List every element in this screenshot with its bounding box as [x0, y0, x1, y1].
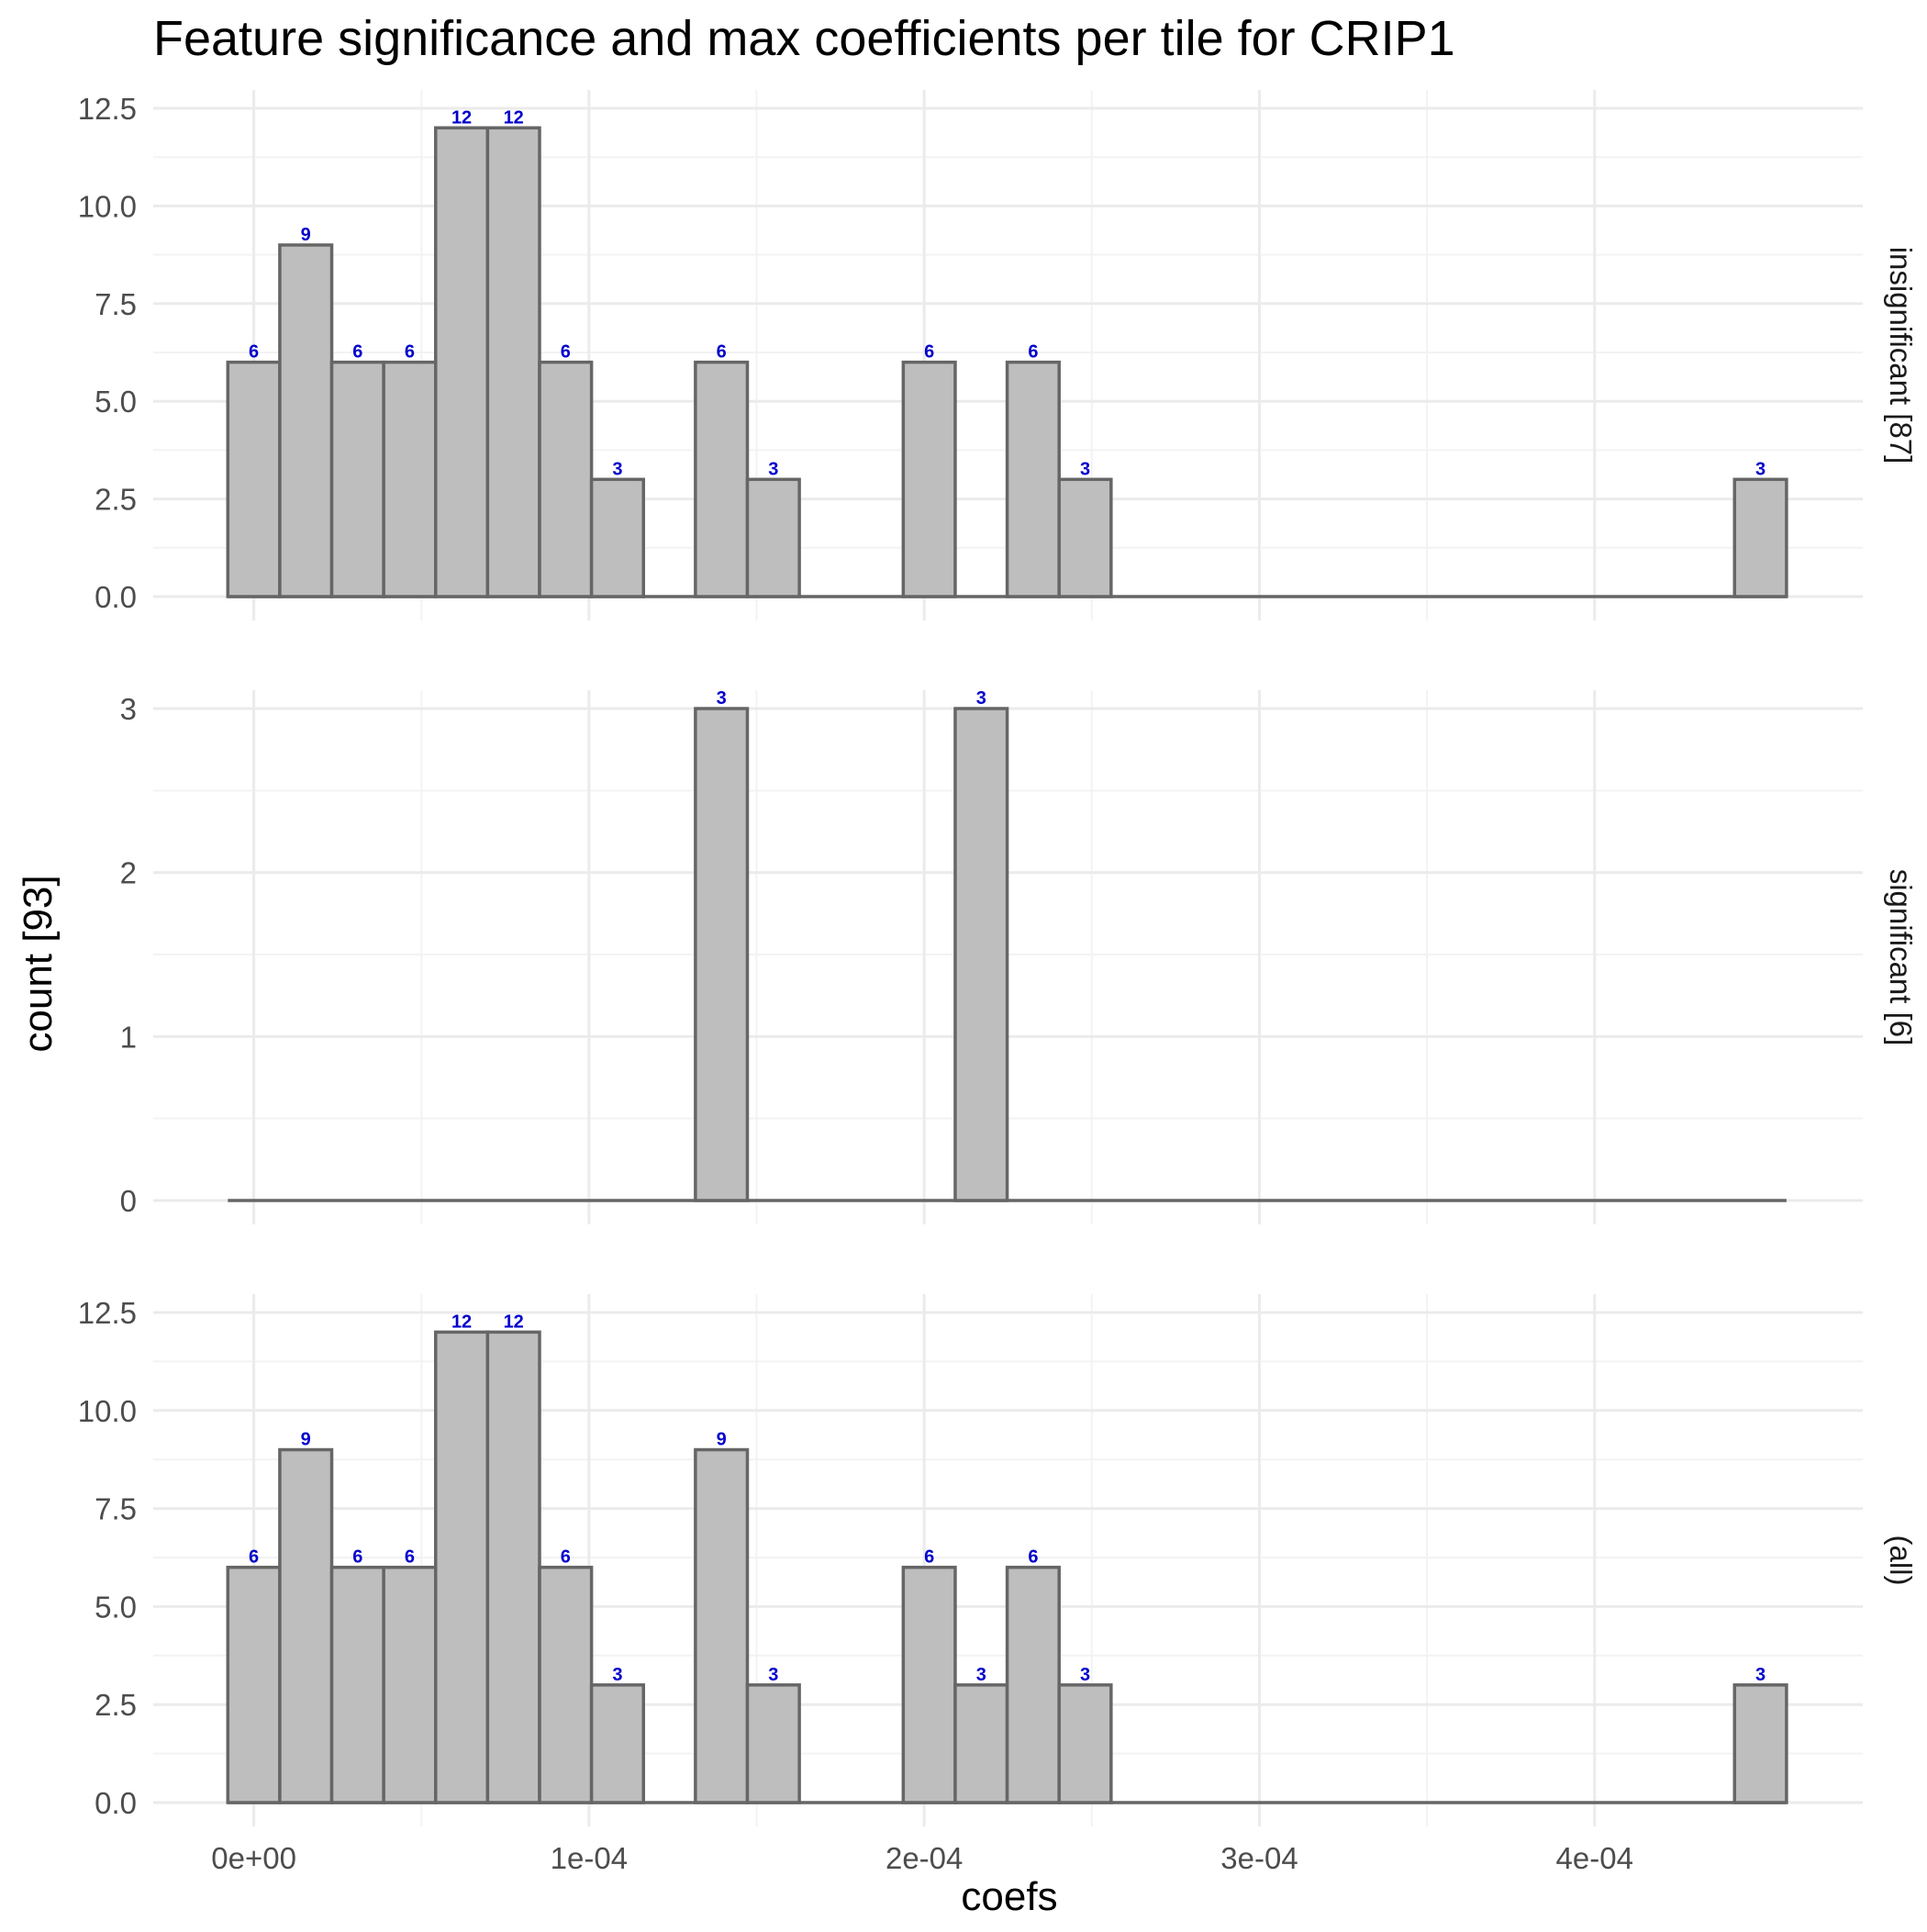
histogram-bar — [485, 126, 541, 598]
histogram-bar — [694, 1447, 750, 1804]
bar-count-label: 3 — [1755, 1665, 1765, 1685]
bar-count-label: 9 — [301, 1430, 311, 1450]
histogram-bar — [694, 707, 750, 1202]
histogram-bar — [953, 707, 1009, 1202]
bar-count-label: 12 — [451, 107, 472, 128]
bar-count-label: 3 — [976, 688, 986, 709]
y-tick-label: 3 — [120, 692, 137, 726]
histogram-bar — [1005, 1565, 1061, 1804]
histogram-bar — [1732, 477, 1788, 598]
x-axis-title: coefs — [961, 1874, 1057, 1919]
y-tick-label: 10.0 — [78, 1394, 137, 1428]
histogram-bar — [538, 1565, 594, 1804]
y-tick-label: 7.5 — [95, 1492, 137, 1526]
chart-title: Feature significance and max coefficient… — [153, 11, 1455, 66]
histogram-bar — [329, 360, 385, 598]
bar-count-label: 3 — [612, 459, 622, 479]
bar-count-label: 6 — [1028, 1547, 1038, 1568]
bar-count-label: 3 — [717, 688, 727, 709]
histogram-bar — [901, 1565, 957, 1804]
facet-strip-label: significant [6] — [1884, 869, 1918, 1046]
bar-count-label: 3 — [1755, 459, 1765, 479]
x-tick-label: 0e+00 — [211, 1841, 296, 1875]
histogram-bar — [434, 126, 490, 598]
histogram-bar — [694, 360, 750, 598]
histogram-bar — [589, 1683, 645, 1804]
histogram-bar — [382, 360, 438, 598]
histogram-bar — [434, 1330, 490, 1804]
y-tick-label: 2.5 — [95, 1688, 137, 1722]
bar-count-label: 9 — [717, 1430, 727, 1450]
x-tick-label: 3e-04 — [1220, 1841, 1298, 1875]
y-tick-label: 1 — [120, 1020, 137, 1054]
bar-count-label: 6 — [405, 1547, 415, 1568]
histogram-bar — [538, 360, 594, 598]
histogram-bar — [278, 1447, 334, 1804]
y-axis-title: count [93] — [16, 875, 61, 1052]
histogram-bar — [1732, 1683, 1788, 1804]
histogram-bar — [278, 243, 334, 598]
bar-count-label: 3 — [1080, 459, 1090, 479]
y-tick-label: 0 — [120, 1184, 137, 1218]
bar-count-label: 6 — [561, 1547, 571, 1568]
panel-3: 0.0 2.5 5.0 7.5 10.0 12.5 6 9 6 6 12 12 6 3 9 3 6 3 6 3 3 (al… — [78, 1294, 1918, 1875]
histogram-bar — [382, 1565, 438, 1804]
bar-count-label: 12 — [504, 107, 524, 128]
bar-count-label: 6 — [249, 1547, 259, 1568]
y-tick-label: 0.0 — [95, 1786, 137, 1820]
bar-count-label: 6 — [924, 1547, 934, 1568]
histogram-bar — [329, 1565, 385, 1804]
bar-count-label: 6 — [352, 342, 362, 363]
histogram-bar — [589, 477, 645, 598]
histogram-bar — [226, 1565, 282, 1804]
bar-count-label: 6 — [405, 342, 415, 363]
y-tick-label: 0.0 — [95, 580, 137, 614]
bar-count-label: 3 — [768, 1665, 778, 1685]
y-tick-label: 5.0 — [95, 385, 137, 419]
y-tick-label: 5.0 — [95, 1590, 137, 1624]
x-tick-label: 4e-04 — [1556, 1841, 1633, 1875]
y-tick-label: 12.5 — [78, 1296, 137, 1330]
bar-count-label: 6 — [1028, 342, 1038, 363]
x-tick-label: 1e-04 — [551, 1841, 628, 1875]
bar-count-label: 3 — [976, 1665, 986, 1685]
bar-count-label: 9 — [301, 225, 311, 245]
histogram-bar — [1057, 477, 1113, 598]
histogram-bar — [745, 1683, 801, 1804]
panel-2: 0 1 2 3 3 3 significant [6] — [120, 688, 1918, 1224]
y-tick-label: 7.5 — [95, 287, 137, 321]
bar-count-label: 6 — [249, 342, 259, 363]
histogram-bar — [1057, 1683, 1113, 1804]
bar-count-label: 6 — [717, 342, 727, 363]
x-tick-label: 2e-04 — [886, 1841, 963, 1875]
y-tick-label: 2.5 — [95, 483, 137, 517]
histogram-bar — [1005, 360, 1061, 598]
facet-strip-label: (all) — [1884, 1536, 1918, 1586]
bar-count-label: 3 — [1080, 1665, 1090, 1685]
bar-count-label: 12 — [504, 1312, 524, 1332]
bar-count-label: 6 — [924, 342, 934, 363]
histogram-bar — [953, 1683, 1009, 1804]
histogram-bar — [485, 1330, 541, 1804]
histogram-bar — [745, 477, 801, 598]
bar-count-label: 3 — [768, 459, 778, 479]
bar-count-label: 12 — [451, 1312, 472, 1332]
facet-strip-label: insignificant [87] — [1884, 247, 1918, 464]
histogram-bar — [901, 360, 957, 598]
y-tick-label: 2 — [120, 856, 137, 890]
y-tick-label: 12.5 — [78, 92, 137, 126]
bar-count-label: 6 — [352, 1547, 362, 1568]
histogram-bar — [226, 360, 282, 598]
panel-1: 0.0 2.5 5.0 7.5 10.0 12.5 6 9 6 6 12 12 6 3 6 3 6 6 3 3 insi… — [78, 90, 1918, 620]
bar-count-label: 6 — [561, 342, 571, 363]
bar-count-label: 3 — [612, 1665, 622, 1685]
y-tick-label: 10.0 — [78, 189, 137, 223]
